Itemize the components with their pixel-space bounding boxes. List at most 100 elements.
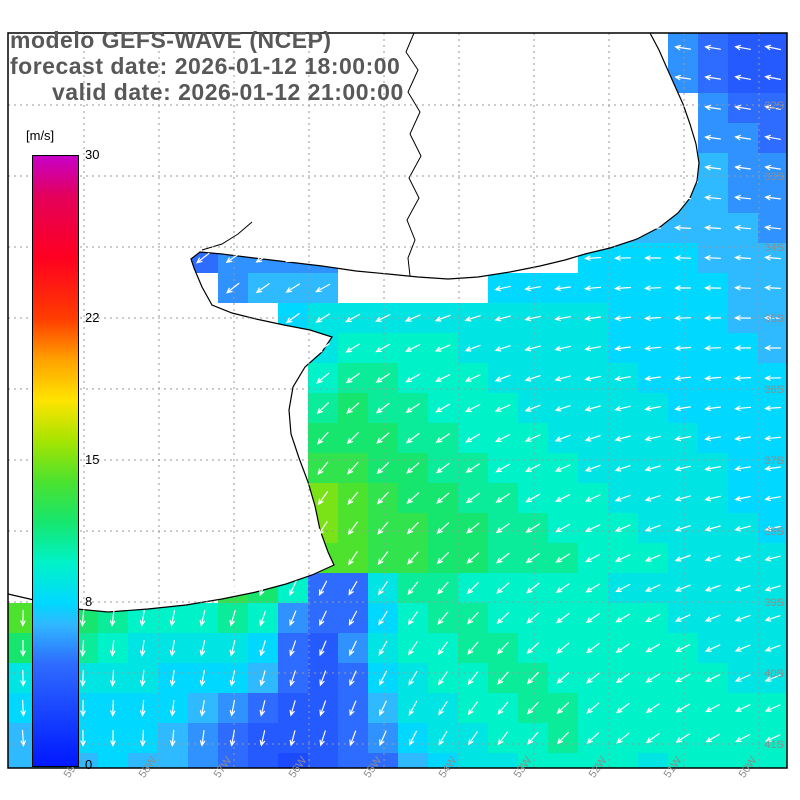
direction-arrow [734,164,751,171]
direction-arrow [379,700,387,717]
direction-arrow [229,700,236,717]
direction-arrow [345,343,360,353]
direction-arrow [554,345,571,352]
direction-arrow [375,402,390,414]
direction-arrow [408,641,418,656]
direction-arrow [704,495,721,502]
direction-arrow [616,732,630,744]
direction-arrow [614,494,631,502]
direction-arrow [405,432,420,444]
direction-arrow [199,610,206,627]
direction-arrow [674,584,691,592]
direction-arrow [645,643,661,653]
direction-arrow [404,314,421,322]
title-block: modelo GEFS-WAVE (NCEP) forecast date: 2… [10,27,404,105]
speed-cell [8,753,38,768]
colorbar-tick: 22 [85,309,100,325]
direction-arrow [436,522,450,535]
river-border-line [405,33,422,277]
direction-arrow [555,523,571,533]
direction-arrow [80,699,86,717]
direction-arrow [615,643,630,653]
speed-cell [638,753,668,768]
direction-arrow [674,525,691,532]
speed-cell [518,753,548,768]
direction-arrow [438,730,448,746]
colorbar-tick: 30 [85,147,100,162]
lat-label: 36S [764,384,784,396]
speed-cell [548,753,578,768]
direction-arrow [614,465,631,472]
speed-cell [278,753,308,768]
direction-arrow [347,521,358,536]
direction-arrow [199,700,206,717]
direction-arrow [315,343,330,354]
direction-arrow [734,555,751,562]
speed-cell [98,753,128,768]
direction-arrow [704,74,721,81]
direction-arrow [319,640,327,657]
speed-cell [608,753,638,768]
direction-arrow [375,314,391,322]
speed-cell [158,753,188,768]
direction-arrow [734,74,751,81]
direction-arrow [704,104,721,111]
direction-arrow [349,700,357,717]
direction-arrow [674,465,691,472]
direction-arrow [349,730,357,747]
direction-arrow [525,464,541,473]
direction-arrow [675,644,691,652]
direction-arrow [524,434,541,442]
direction-arrow [644,345,662,351]
direction-arrow [704,405,721,412]
direction-arrow [408,670,418,686]
land-area [8,33,699,612]
direction-arrow [464,344,481,352]
direction-arrow [464,374,481,382]
direction-arrow [407,611,418,626]
direction-arrow [764,255,782,261]
direction-arrow [349,670,357,687]
colorbar: [m/s] 30 22 15 8 0 [26,126,136,796]
direction-arrow [464,315,481,322]
direction-arrow [20,699,26,717]
direction-arrow [614,375,631,382]
map-border [7,32,788,769]
direction-arrow [764,734,781,742]
direction-arrow [644,435,661,442]
direction-arrow [705,733,721,743]
colorbar-tick: 0 [85,757,93,772]
direction-arrow [764,644,781,652]
direction-arrow [734,644,751,652]
direction-arrow [318,521,328,536]
direction-arrow [705,703,721,713]
colorbar-gradient [32,155,79,767]
direction-arrow [345,313,361,323]
direction-arrow [704,555,721,562]
speed-cell [728,753,758,768]
direction-arrow [378,640,388,656]
direction-arrow [435,403,451,413]
direction-arrow [407,581,419,596]
direction-arrow [497,731,509,746]
direction-arrow [556,672,570,684]
direction-arrow [406,522,419,535]
direction-arrow [20,669,26,687]
direction-arrow [495,463,511,473]
direction-arrow [405,344,421,352]
speed-cell [368,753,398,768]
direction-arrow [704,285,722,291]
colorbar-tick: 8 [85,594,93,610]
direction-arrow [764,525,781,532]
direction-arrow [435,374,451,382]
direction-arrow [674,405,691,412]
direction-arrow [140,729,146,747]
direction-arrow [764,164,781,171]
direction-arrow [734,674,751,682]
direction-arrow [704,134,721,141]
direction-arrow [645,673,660,683]
direction-arrow [347,461,359,475]
direction-arrow [555,494,571,502]
direction-arrow [406,492,420,505]
